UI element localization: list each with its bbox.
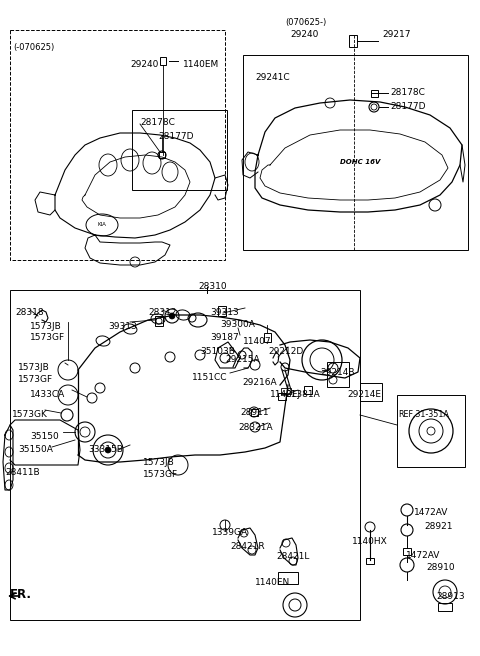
Text: 1573JB: 1573JB — [18, 363, 50, 372]
Text: 1140HX: 1140HX — [352, 537, 388, 546]
Bar — [155, 316, 163, 326]
Text: 28310: 28310 — [198, 282, 227, 291]
Text: (070625-): (070625-) — [285, 18, 326, 27]
Text: 33315B: 33315B — [88, 445, 123, 454]
Text: 28910: 28910 — [426, 563, 455, 572]
Text: 39187: 39187 — [210, 333, 239, 342]
Text: 28421R: 28421R — [230, 542, 264, 551]
Bar — [304, 386, 312, 394]
Circle shape — [105, 447, 111, 453]
Text: 1573GF: 1573GF — [18, 375, 53, 384]
Text: 29212D: 29212D — [268, 347, 303, 356]
Text: 29217: 29217 — [382, 30, 410, 39]
Text: 28921: 28921 — [424, 522, 453, 531]
Bar — [10, 30, 225, 260]
Text: 28411B: 28411B — [5, 468, 40, 477]
Text: 29214B: 29214B — [320, 368, 355, 377]
Text: 1573GF: 1573GF — [30, 333, 65, 342]
Text: 35150: 35150 — [30, 432, 59, 441]
Text: 1472AV: 1472AV — [406, 551, 440, 560]
Text: 28913: 28913 — [436, 592, 465, 601]
Text: (-070625): (-070625) — [13, 43, 54, 52]
Text: 28421L: 28421L — [276, 552, 310, 561]
Text: 28318: 28318 — [15, 308, 44, 317]
Bar — [403, 548, 411, 555]
Bar — [366, 558, 374, 564]
Bar — [397, 395, 465, 467]
Bar — [132, 110, 227, 190]
Text: 29240: 29240 — [290, 30, 318, 39]
Bar — [438, 603, 452, 611]
Text: 28312: 28312 — [148, 308, 177, 317]
Bar — [360, 383, 382, 401]
Text: 1573GF: 1573GF — [143, 470, 178, 479]
Text: DOHC 16V: DOHC 16V — [340, 159, 380, 165]
Text: 29241C: 29241C — [255, 73, 289, 82]
Text: 29215A: 29215A — [225, 355, 260, 364]
Text: 21381A: 21381A — [285, 390, 320, 399]
Text: 11407: 11407 — [243, 337, 272, 346]
Text: 1140EJ: 1140EJ — [270, 390, 301, 399]
Text: 1151CC: 1151CC — [192, 373, 228, 382]
Text: 29214E: 29214E — [347, 390, 381, 399]
Text: 28178C: 28178C — [390, 88, 425, 97]
Bar — [243, 55, 468, 250]
Text: 29216A: 29216A — [242, 378, 276, 387]
Bar — [264, 333, 271, 342]
Bar — [281, 388, 291, 394]
Text: REF,31-351A: REF,31-351A — [398, 410, 449, 419]
Text: 28178C: 28178C — [140, 118, 175, 127]
Text: 39300A: 39300A — [220, 320, 255, 329]
Bar — [371, 90, 378, 97]
Text: 28911: 28911 — [240, 408, 269, 417]
Text: 28321A: 28321A — [238, 423, 273, 432]
Text: 29240: 29240 — [130, 60, 158, 69]
Text: 39313: 39313 — [210, 308, 239, 317]
Text: 1573JB: 1573JB — [30, 322, 62, 331]
Bar — [159, 152, 165, 158]
Text: 1573JB: 1573JB — [143, 458, 175, 467]
Text: 35103B: 35103B — [200, 347, 235, 356]
Bar — [327, 362, 349, 387]
Bar — [10, 290, 360, 620]
Text: 35150A: 35150A — [18, 445, 53, 454]
Bar — [218, 306, 226, 316]
Text: 28177D: 28177D — [390, 102, 425, 111]
Text: 1433CA: 1433CA — [30, 390, 65, 399]
Text: 28177D: 28177D — [158, 132, 193, 141]
Text: 1140EM: 1140EM — [183, 60, 219, 69]
Bar — [251, 409, 258, 416]
Text: 39313: 39313 — [108, 322, 137, 331]
Text: 1472AV: 1472AV — [414, 508, 448, 517]
Text: 1573GK: 1573GK — [12, 410, 48, 419]
Text: 1140EN: 1140EN — [255, 578, 290, 587]
Bar — [349, 35, 357, 47]
Bar — [160, 57, 166, 65]
Text: KIA: KIA — [97, 222, 107, 228]
Bar — [278, 572, 298, 584]
Bar — [278, 393, 286, 400]
Circle shape — [169, 313, 175, 319]
Text: 1339GA: 1339GA — [212, 528, 248, 537]
Text: FR.: FR. — [10, 588, 32, 601]
